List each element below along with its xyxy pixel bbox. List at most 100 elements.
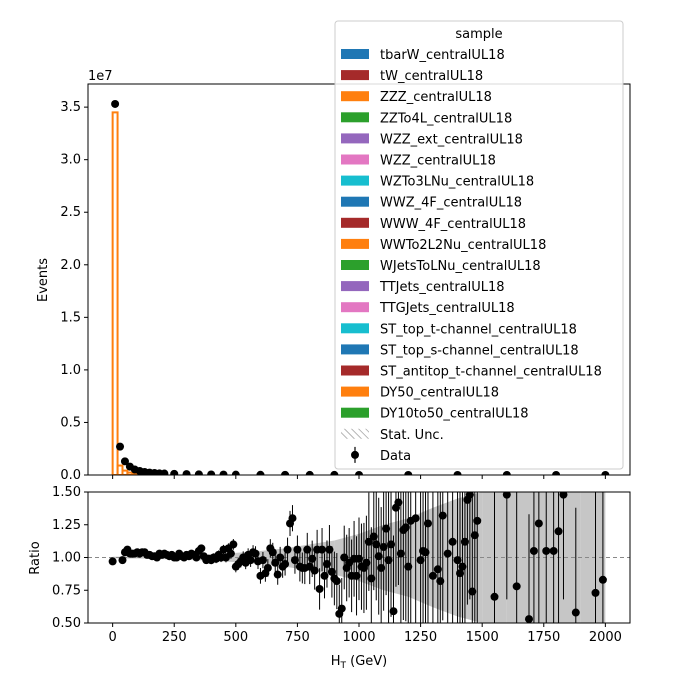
legend-label: WJetsToLNu_centralUL18 (380, 259, 541, 274)
ratio-point (512, 582, 521, 591)
ratio-point (197, 544, 206, 553)
legend-label: tW_centralUL18 (380, 69, 483, 84)
y-tick-label: 3.0 (60, 153, 81, 168)
ratio-y-axis-label: Ratio (28, 541, 43, 574)
ratio-x-axis: 0 250 500 750 1000 1250 1500 1750 2000 (108, 623, 622, 645)
ratio-point (473, 516, 482, 525)
x-axis-label: HT (GeV) (331, 654, 388, 671)
legend-swatch (341, 49, 369, 59)
legend-swatch (341, 281, 369, 292)
legend-label: ST_top_t-channel_centralUL18 (380, 322, 577, 337)
ratio-point (448, 537, 457, 546)
x-tick-label: 0 (108, 630, 116, 645)
legend-label: ST_antitop_t-channel_centralUL18 (380, 365, 602, 380)
legend-label: ZZZ_centralUL18 (380, 90, 492, 105)
legend-swatch (341, 217, 369, 228)
ratio-point (438, 511, 447, 520)
ratio-point (283, 545, 292, 554)
ratio-data-points (108, 492, 607, 623)
ratio-point (389, 607, 398, 616)
ratio-point (524, 615, 533, 623)
ratio-point (542, 546, 551, 555)
data-point (111, 99, 120, 108)
legend-swatch (341, 91, 369, 102)
ratio-point (108, 557, 117, 566)
data-point (330, 470, 339, 475)
ratio-point (559, 492, 568, 499)
legend-swatch (341, 112, 369, 123)
data-point (231, 470, 240, 475)
data-point (502, 470, 511, 475)
data-point (160, 469, 169, 475)
x-tick-label: 2000 (589, 630, 622, 645)
x-tick-label: 1750 (527, 630, 560, 645)
data-points-main (111, 99, 610, 475)
ratio-point (502, 492, 511, 499)
legend-swatch (341, 154, 369, 165)
legend-label: WWW_4F_centralUL18 (380, 217, 526, 232)
data-point (256, 470, 265, 475)
ratio-point (288, 514, 297, 523)
data-point (219, 470, 228, 475)
ratio-point (529, 546, 538, 555)
ratio-point (411, 514, 420, 523)
data-point (120, 457, 129, 466)
ratio-point (263, 563, 272, 572)
legend-label-data: Data (380, 449, 411, 464)
legend-swatch (341, 238, 369, 249)
data-point (116, 442, 125, 451)
legend-data-marker (351, 450, 359, 459)
main-x-axis (112, 475, 606, 479)
legend-label: DY50_centralUL18 (380, 386, 499, 401)
ratio-y-tick-label: 0.75 (52, 583, 81, 598)
legend-label: ZZTo4L_centralUL18 (380, 111, 512, 126)
legend-swatch (341, 196, 369, 207)
data-point (404, 470, 413, 475)
data-point (170, 469, 179, 475)
stat-band-segment (506, 492, 532, 623)
legend-frame (334, 20, 624, 470)
data-point (194, 470, 203, 475)
ratio-point (281, 560, 290, 569)
main-y-axis-label: Events (36, 258, 51, 302)
y-tick-label: 1.0 (60, 363, 81, 378)
legend-label-stat: Stat. Unc. (380, 428, 444, 443)
data-point (182, 470, 191, 475)
legend-swatch (341, 344, 369, 355)
ratio-point (226, 549, 235, 558)
x-tick-label: 1250 (404, 630, 437, 645)
x-tick-label: 1000 (342, 630, 375, 645)
ratio-point (591, 588, 600, 597)
legend: sample tbarW_centralUL18 tW_centralUL18 ZZ… (334, 20, 624, 470)
ratio-point (332, 577, 341, 586)
ratio-point (273, 570, 282, 579)
data-point (453, 470, 462, 475)
ratio-point (428, 571, 437, 580)
legend-label: TTJets_centralUL18 (379, 280, 505, 295)
y-tick-label: 2.5 (60, 205, 81, 220)
y-offset-text: 1e7 (88, 69, 113, 84)
ratio-point (337, 604, 346, 613)
x-tick-label: 1500 (466, 630, 499, 645)
legend-label: WZZ_ext_centralUL18 (380, 132, 523, 147)
ratio-panel: 0.50 0.75 1.00 1.25 1.50 0 250 500 750 1000 1250 1… (28, 485, 631, 671)
ratio-y-tick-label: 1.25 (52, 518, 81, 533)
legend-swatch (341, 365, 369, 376)
main-y-axis: 0.0 0.5 1.0 1.5 2.0 2.5 3.0 3.5 (60, 100, 88, 483)
legend-swatch (341, 175, 369, 186)
y-tick-label: 1.5 (60, 310, 81, 325)
x-tick-label: 250 (162, 630, 187, 645)
ratio-point (598, 575, 607, 584)
legend-label: tbarW_centralUL18 (380, 48, 505, 63)
y-tick-label: 0.5 (60, 415, 81, 430)
y-tick-label: 2.0 (60, 258, 81, 273)
legend-title: sample (455, 27, 502, 42)
data-point (281, 470, 290, 475)
ratio-point (443, 549, 452, 558)
legend-label: ST_top_s-channel_centralUL18 (380, 343, 579, 358)
legend-swatch (341, 407, 369, 418)
ratio-point (571, 608, 580, 617)
ratio-point (534, 519, 543, 528)
ratio-y-tick-label: 0.50 (52, 616, 81, 631)
